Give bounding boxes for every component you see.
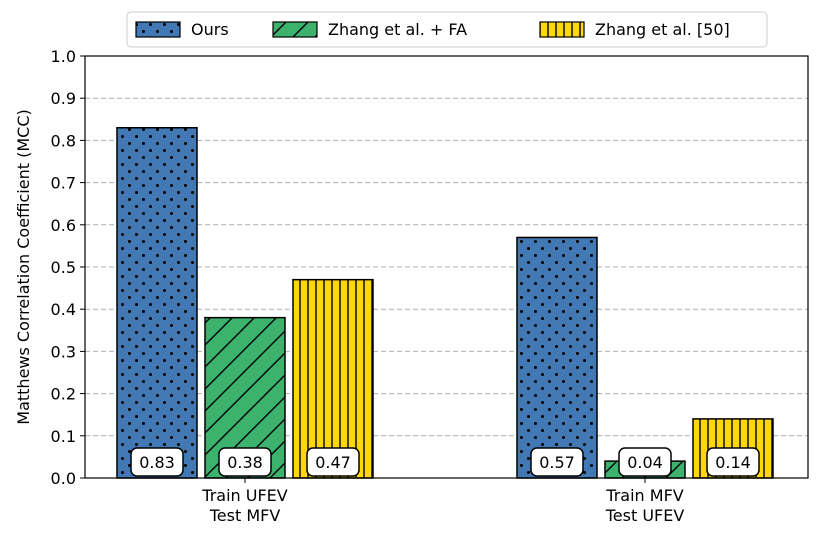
legend-label: Zhang et al. [50] [595, 20, 730, 39]
bar-hatch [292, 278, 374, 479]
data-labels: 0.83 0.38 0.47 0.57 0.04 0.14 [130, 447, 760, 477]
data-label-box [706, 447, 760, 477]
legend: Ours Zhang et al. + FA Zhang et al. [50] [126, 11, 768, 48]
bar-hatch [516, 236, 598, 479]
data-label: 0.47 [315, 453, 351, 472]
y-tick-label: 0.2 [51, 385, 76, 404]
x-tick-label: Train MFV [605, 486, 683, 505]
data-label: 0.38 [227, 453, 263, 472]
bars [116, 126, 774, 479]
y-tick-label: 0.7 [51, 174, 76, 193]
plot-frame [84, 55, 809, 479]
legend-swatch-hatch [539, 21, 585, 38]
data-label-box [306, 447, 360, 477]
legend-swatch-hatch [135, 21, 181, 38]
legend-label: Ours [191, 20, 229, 39]
legend-label: Zhang et al. + FA [328, 20, 467, 39]
y-tick-label: 0.1 [51, 427, 76, 446]
legend-swatch-hatch [272, 21, 318, 38]
y-tick-label: 0.4 [51, 300, 76, 319]
data-label: 0.14 [715, 453, 751, 472]
bar-hatch [116, 126, 198, 479]
legend-box [126, 11, 768, 48]
x-tick-label: Test UFEV [605, 506, 685, 525]
y-axis-label: Matthews Correlation Coefficient (MCC) [14, 109, 33, 424]
y-tick-label: 0.0 [51, 469, 76, 488]
y-tick-label: 0.6 [51, 216, 76, 235]
y-tick-label: 1.0 [51, 47, 76, 66]
data-label: 0.83 [139, 453, 175, 472]
data-label-box [618, 447, 672, 477]
y-tick-label: 0.9 [51, 89, 76, 108]
y-tick-label: 0.8 [51, 131, 76, 150]
y-tick-label: 0.3 [51, 342, 76, 361]
data-label: 0.04 [627, 453, 663, 472]
y-tick-label: 0.5 [51, 258, 76, 277]
data-label-box [130, 447, 184, 477]
x-tick-label: Train UFEV [201, 486, 288, 505]
data-label: 0.57 [539, 453, 575, 472]
data-label-box [218, 447, 272, 477]
x-tick-label: Test MFV [209, 506, 281, 525]
axes: 0.0 0.1 0.2 0.3 0.4 0.5 0.6 0.7 0.8 0.9 1.0 Train U… [14, 47, 809, 525]
data-label-box [530, 447, 584, 477]
